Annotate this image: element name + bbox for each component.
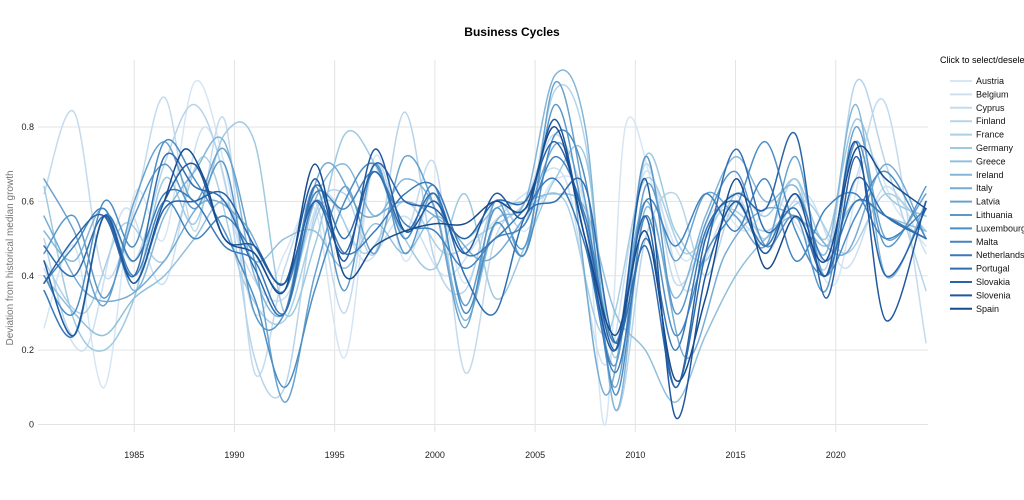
legend-label: Finland — [976, 116, 1006, 126]
legend-label: Austria — [976, 76, 1004, 86]
series-line-luxembourg[interactable] — [43, 129, 927, 396]
legend-label: Slovakia — [976, 277, 1010, 287]
y-tick-label: 0.8 — [21, 122, 34, 132]
legend-label: Latvia — [976, 197, 1000, 207]
legend-item-cyprus[interactable]: Cyprus — [950, 103, 1005, 113]
legend-item-finland[interactable]: Finland — [950, 116, 1006, 126]
legend-label: France — [976, 130, 1004, 140]
series-line-ireland[interactable] — [43, 69, 927, 411]
series-lines — [43, 69, 927, 426]
legend-label: Ireland — [976, 170, 1004, 180]
legend-item-italy[interactable]: Italy — [950, 183, 993, 193]
x-tick-label: 2020 — [826, 450, 846, 460]
x-tick-label: 1995 — [325, 450, 345, 460]
legend-label: Luxembourg — [976, 223, 1024, 233]
legend-label: Portugal — [976, 264, 1010, 274]
legend-item-netherlands[interactable]: Netherlands — [950, 250, 1024, 260]
x-tick-label: 2010 — [625, 450, 645, 460]
legend-item-luxembourg[interactable]: Luxembourg — [950, 223, 1024, 233]
series-line-portugal[interactable] — [43, 148, 927, 389]
legend-title: Click to select/deselect — [940, 55, 1024, 65]
x-tick-label: 2000 — [425, 450, 445, 460]
legend-label: Malta — [976, 237, 998, 247]
legend-label: Lithuania — [976, 210, 1013, 220]
legend-item-lithuania[interactable]: Lithuania — [950, 210, 1013, 220]
y-tick-label: 0.4 — [21, 271, 34, 281]
y-axis-label: Deviation from historical median growth — [5, 170, 16, 345]
legend-item-greece[interactable]: Greece — [950, 156, 1006, 166]
y-tick-label: 0.6 — [21, 196, 34, 206]
legend-label: Greece — [976, 156, 1006, 166]
legend-label: Italy — [976, 183, 993, 193]
y-tick-label: 0.2 — [21, 345, 34, 355]
x-tick-label: 2005 — [525, 450, 545, 460]
legend-item-ireland[interactable]: Ireland — [950, 170, 1004, 180]
y-tick-label: 0 — [29, 420, 34, 430]
legend-item-latvia[interactable]: Latvia — [950, 197, 1000, 207]
x-tick-label: 1985 — [124, 450, 144, 460]
x-tick-label: 1990 — [224, 450, 244, 460]
legend-label: Netherlands — [976, 250, 1024, 260]
legend: Austria Belgium Cyprus Finland France Germany… — [950, 76, 1024, 314]
legend-item-slovakia[interactable]: Slovakia — [950, 277, 1010, 287]
chart-title: Business Cycles — [464, 25, 560, 39]
series-line-slovenia[interactable] — [43, 118, 927, 420]
series-line-spain[interactable] — [163, 126, 927, 383]
legend-item-austria[interactable]: Austria — [950, 76, 1004, 86]
legend-label: Slovenia — [976, 290, 1011, 300]
legend-item-slovenia[interactable]: Slovenia — [950, 290, 1011, 300]
legend-label: Belgium — [976, 89, 1009, 99]
legend-item-belgium[interactable]: Belgium — [950, 89, 1009, 99]
axis-ticks: 1985 1990 1995 2000 2005 2010 2015 2020 0 0.2 0.4 0… — [21, 122, 845, 460]
legend-item-germany[interactable]: Germany — [950, 143, 1014, 153]
series-line-slovakia[interactable] — [43, 131, 927, 389]
legend-item-malta[interactable]: Malta — [950, 237, 998, 247]
legend-item-portugal[interactable]: Portugal — [950, 264, 1010, 274]
series-line-netherlands[interactable] — [43, 177, 927, 374]
x-tick-label: 2015 — [726, 450, 746, 460]
legend-item-france[interactable]: France — [950, 130, 1004, 140]
legend-item-spain[interactable]: Spain — [950, 304, 999, 314]
legend-label: Spain — [976, 304, 999, 314]
series-line-lithuania[interactable] — [43, 103, 927, 367]
legend-label: Cyprus — [976, 103, 1005, 113]
legend-label: Germany — [976, 143, 1014, 153]
